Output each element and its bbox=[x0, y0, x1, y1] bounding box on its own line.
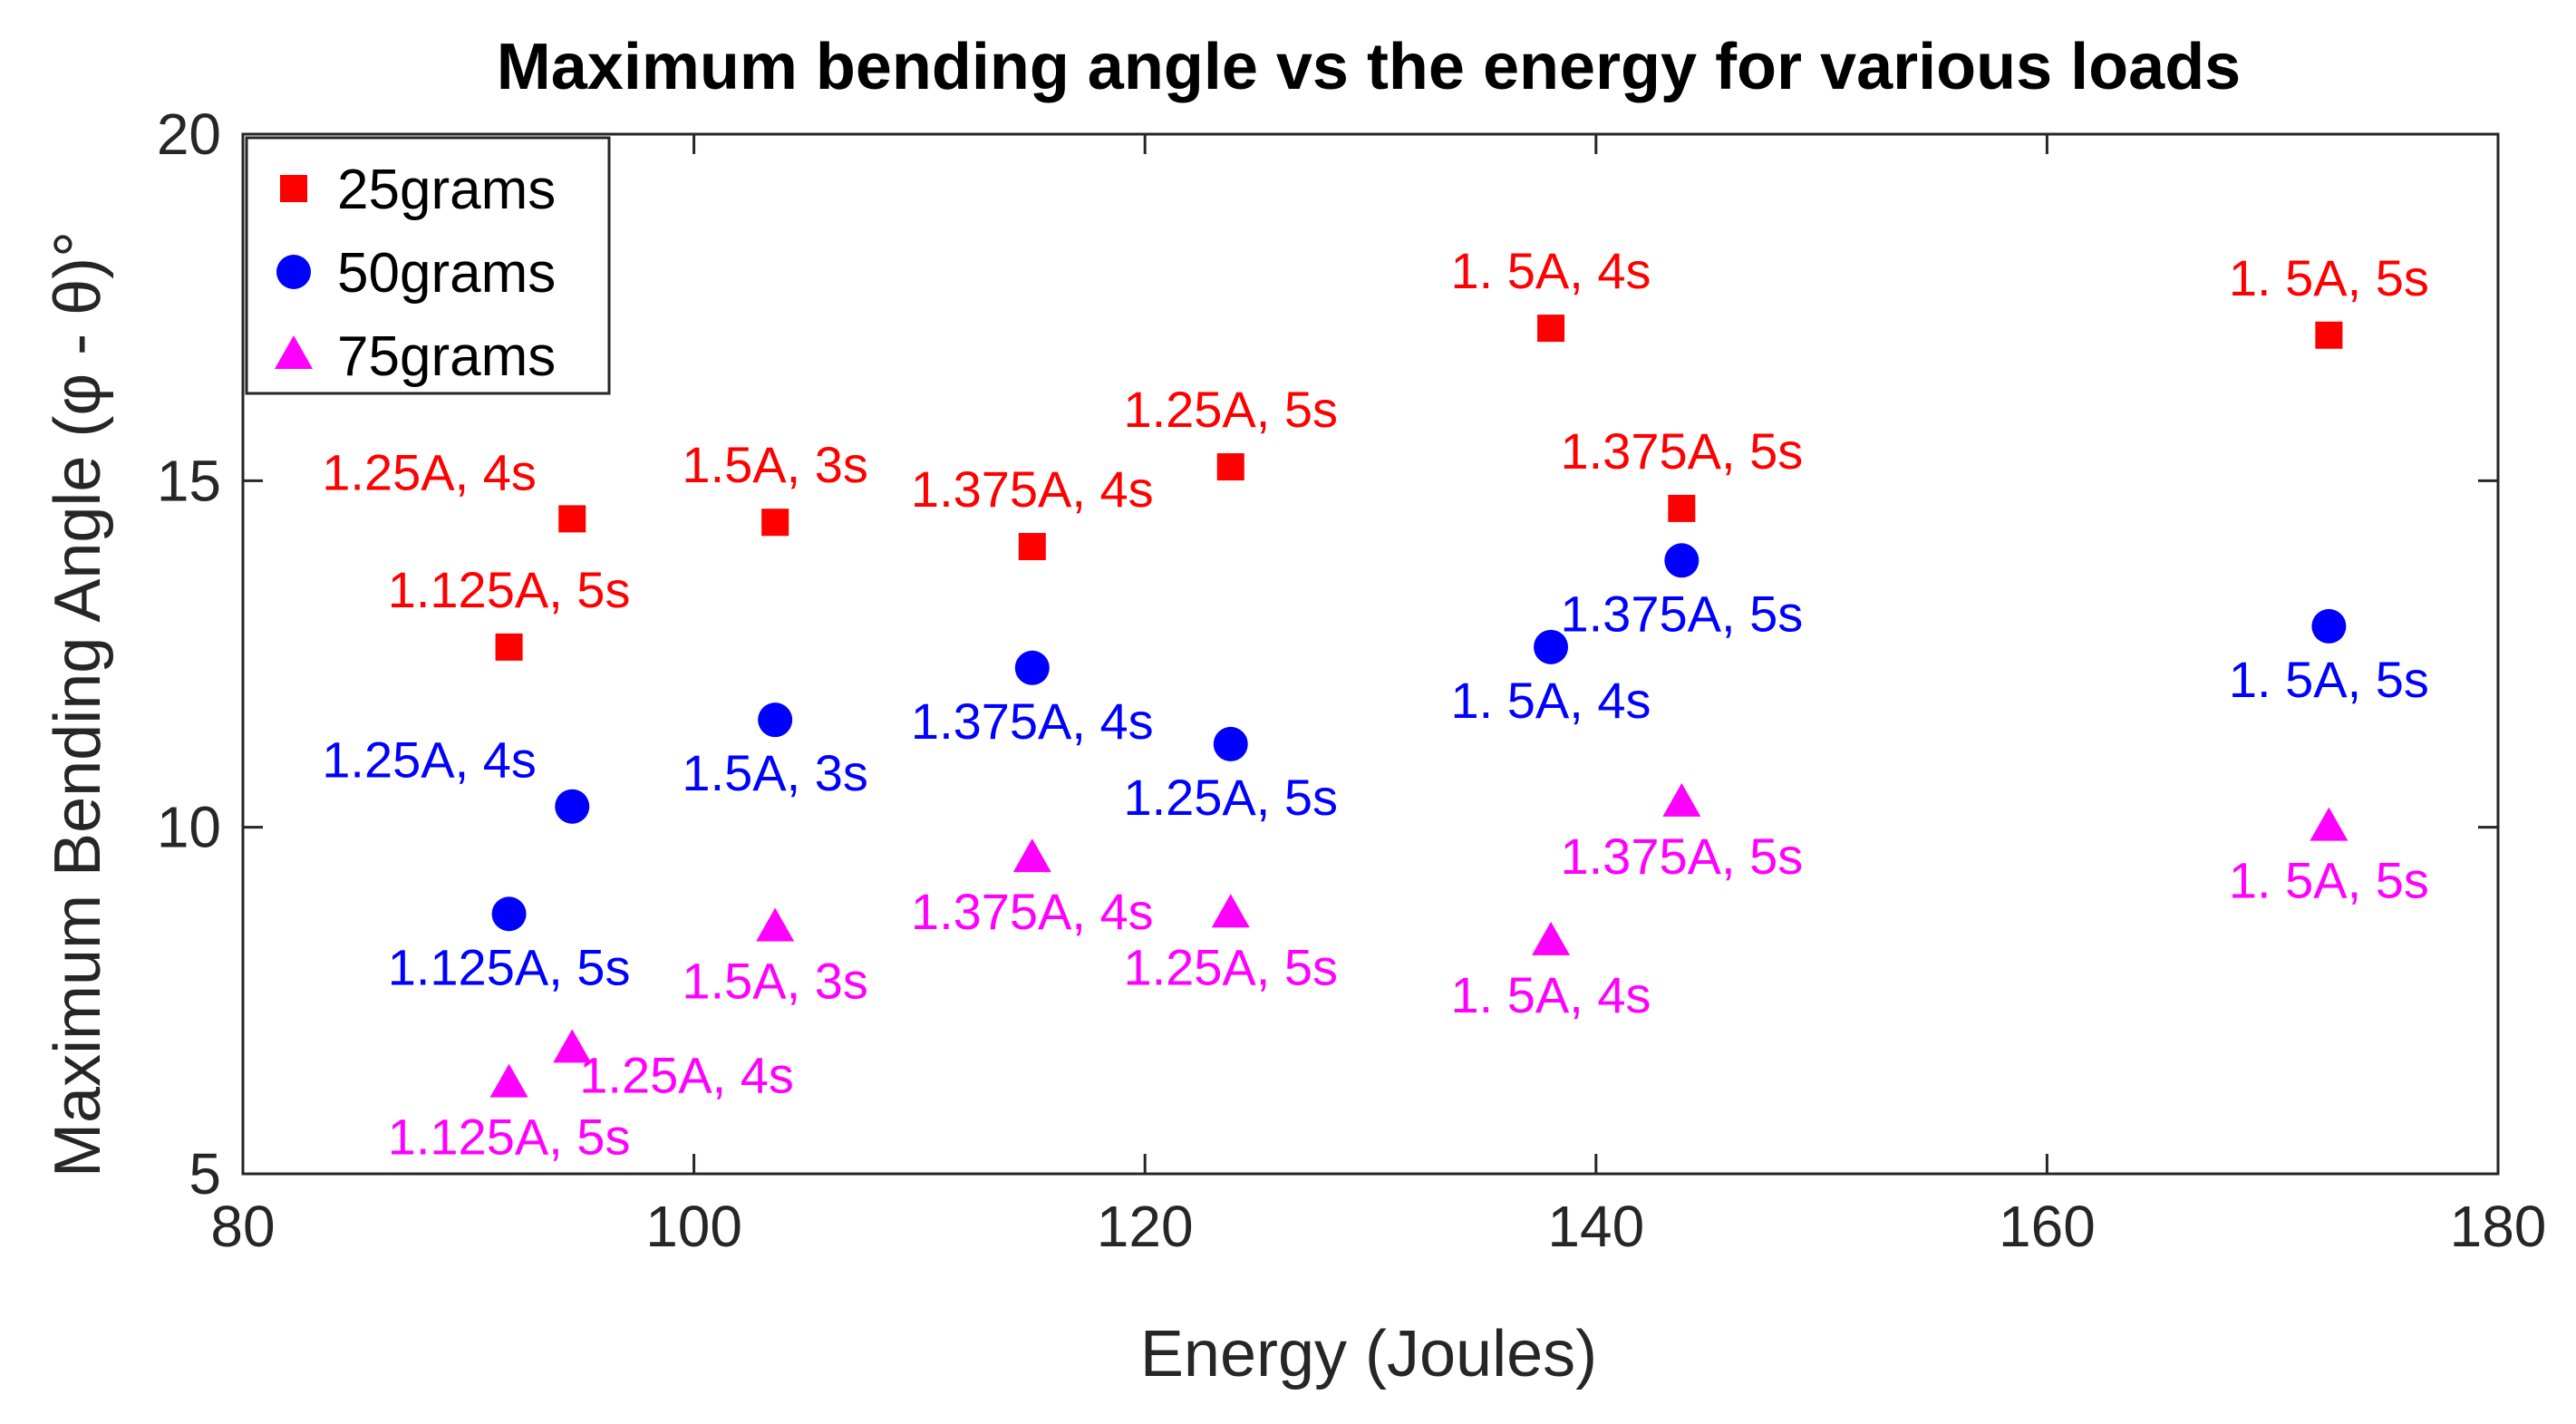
data-point-75grams bbox=[1211, 894, 1250, 928]
data-label: 1.375A, 4s bbox=[911, 693, 1154, 750]
data-label: 1.125A, 5s bbox=[388, 1109, 631, 1166]
data-label: 1.375A, 5s bbox=[1560, 585, 1803, 642]
x-tick-label: 180 bbox=[2450, 1194, 2547, 1259]
data-point-75grams bbox=[2310, 807, 2348, 841]
chart-title: Maximum bending angle vs the energy for … bbox=[497, 31, 2241, 103]
data-point-25grams bbox=[1018, 532, 1046, 560]
data-label: 1.25A, 4s bbox=[322, 731, 537, 789]
data-point-25grams bbox=[2315, 321, 2343, 349]
data-point-25grams bbox=[1668, 494, 1696, 522]
data-label: 1.375A, 5s bbox=[1560, 828, 1803, 885]
data-label: 1.25A, 5s bbox=[1123, 381, 1338, 438]
y-tick-label: 15 bbox=[157, 448, 221, 513]
y-tick-label: 20 bbox=[157, 102, 221, 167]
data-label: 1. 5A, 5s bbox=[2229, 249, 2429, 306]
legend-label: 50grams bbox=[337, 242, 556, 305]
data-label: 1. 5A, 4s bbox=[1451, 966, 1651, 1023]
data-label: 1.125A, 5s bbox=[388, 938, 631, 995]
data-point-75grams bbox=[1662, 782, 1701, 817]
data-label: 1.25A, 5s bbox=[1123, 769, 1338, 826]
data-point-25grams bbox=[495, 633, 523, 661]
data-label: 1. 5A, 4s bbox=[1451, 242, 1651, 299]
plot-area bbox=[241, 132, 2500, 1176]
series-50grams: 1.125A, 5s1.25A, 4s 1.5A, 3s1.375A, 4s1.2… bbox=[322, 543, 2429, 995]
legend-label: 75grams bbox=[337, 325, 556, 388]
data-point-50grams bbox=[1213, 726, 1248, 761]
legend-marker-75grams bbox=[275, 335, 313, 369]
y-tick-label: 10 bbox=[157, 795, 221, 860]
data-point-50grams bbox=[1014, 650, 1050, 685]
x-tick-label: 120 bbox=[1097, 1194, 1194, 1259]
data-point-25grams bbox=[1216, 453, 1244, 481]
data-label: 1.5A, 3s bbox=[682, 436, 867, 493]
y-tick-label: 5 bbox=[189, 1141, 221, 1206]
data-label: 1.25A, 5s bbox=[1123, 938, 1338, 995]
data-label: 1. 5A, 5s bbox=[2229, 651, 2429, 708]
x-axis-label: Energy (Joules) bbox=[1140, 1318, 1597, 1390]
data-point-50grams bbox=[1664, 543, 1700, 578]
data-point-25grams bbox=[558, 505, 586, 533]
data-label: 1.375A, 4s bbox=[911, 883, 1154, 940]
series-25grams: 1.125A, 5s 1.25A, 4s 1.5A, 3s 1.375A, 4s 1.2… bbox=[322, 242, 2429, 661]
data-point-75grams bbox=[1532, 921, 1571, 955]
x-tick-label: 140 bbox=[1547, 1194, 1644, 1259]
data-point-50grams bbox=[2311, 608, 2347, 644]
legend-marker-50grams bbox=[276, 255, 311, 289]
data-point-50grams bbox=[555, 789, 590, 824]
data-point-25grams bbox=[761, 509, 789, 537]
data-marks: 1.125A, 5s1.25A, 4s 1.5A, 3s 1.375A, 4s1.2… bbox=[322, 242, 2429, 1165]
series-75grams: 1.125A, 5s 1.25A, 4s 1.5A, 3s 1.375A, 4s1.2… bbox=[388, 782, 2429, 1166]
x-tick-label: 100 bbox=[645, 1194, 742, 1259]
x-tick-label: 80 bbox=[210, 1194, 275, 1259]
data-point-50grams bbox=[758, 702, 793, 738]
data-label: 1.5A, 3s bbox=[682, 953, 867, 1010]
legend-marker-25grams bbox=[280, 175, 307, 202]
data-point-75grams bbox=[553, 1029, 592, 1063]
data-label: 1.25A, 4s bbox=[322, 443, 537, 500]
data-point-25grams bbox=[1537, 315, 1565, 343]
data-label: 1. 5A, 5s bbox=[2229, 852, 2429, 909]
data-point-75grams bbox=[1012, 838, 1051, 873]
data-label: 1.375A, 5s bbox=[1560, 422, 1803, 480]
data-label: 1.125A, 5s bbox=[388, 561, 631, 618]
x-tick-label: 160 bbox=[1999, 1194, 2096, 1259]
data-label: 1.5A, 3s bbox=[682, 744, 867, 801]
data-point-50grams bbox=[491, 896, 527, 932]
legend-label: 25grams bbox=[337, 159, 556, 221]
y-axis-label: Maximum Bending Angle (φ - θ)° bbox=[42, 231, 114, 1177]
data-point-50grams bbox=[1534, 629, 1569, 664]
y-axis: 5 10 15 20 bbox=[157, 102, 2498, 1206]
data-label: 1.375A, 4s bbox=[911, 460, 1154, 518]
data-label: 1.25A, 4s bbox=[579, 1046, 794, 1103]
data-point-75grams bbox=[489, 1063, 528, 1098]
x-axis: 80 100 120 140 160 180 bbox=[210, 134, 2546, 1259]
data-label: 1. 5A, 4s bbox=[1451, 672, 1651, 729]
data-point-75grams bbox=[756, 907, 795, 942]
legend: 25grams 50grams 75grams bbox=[245, 136, 611, 395]
